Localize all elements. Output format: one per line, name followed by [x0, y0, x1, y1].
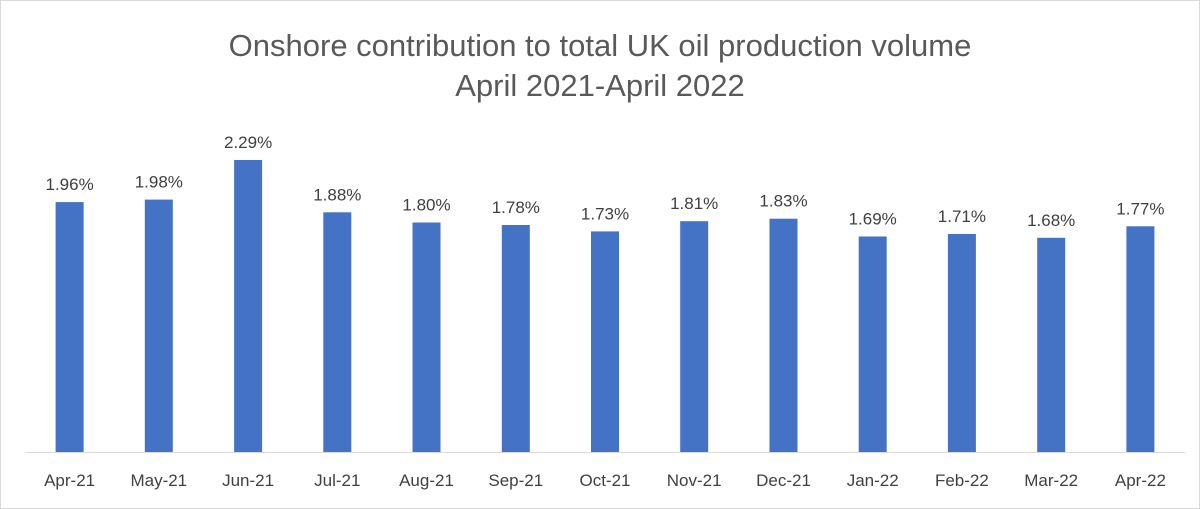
- bar-jul-21: [323, 212, 352, 452]
- chart-title-block: Onshore contribution to total UK oil pro…: [0, 26, 1200, 106]
- bar-feb-22: [947, 234, 976, 452]
- data-label-sep-21: 1.78%: [492, 198, 540, 217]
- x-tick-sep-21: Sep-21: [488, 471, 543, 490]
- bar-jan-22: [858, 236, 887, 452]
- chart-title: Onshore contribution to total UK oil pro…: [228, 28, 972, 63]
- x-tick-apr-22: Apr-22: [1115, 471, 1166, 490]
- x-tick-jul-21: Jul-21: [314, 471, 360, 490]
- chart-subtitle: April 2021-April 2022: [455, 68, 745, 103]
- data-label-apr-21: 1.96%: [45, 175, 93, 194]
- x-tick-feb-22: Feb-22: [935, 471, 989, 490]
- bar-sep-21: [501, 225, 530, 452]
- data-label-jul-21: 1.88%: [313, 185, 361, 204]
- bar-jun-21: [234, 160, 263, 452]
- bar-dec-21: [769, 218, 798, 452]
- bar-mar-22: [1037, 237, 1066, 452]
- bar-apr-22: [1126, 226, 1155, 452]
- data-label-may-21: 1.98%: [135, 173, 183, 192]
- data-labels-layer: 1.96% 1.98% 2.29% 1.88% 1.80% 1.78% 1.73% 1.81%…: [45, 133, 1164, 230]
- x-tick-mar-22: Mar-22: [1024, 471, 1078, 490]
- x-tick-layer: Apr-21 May-21 Jun-21 Jul-21 Aug-21 Sep-21 Oct-…: [44, 471, 1166, 490]
- bar-nov-21: [680, 221, 709, 452]
- x-tick-aug-21: Aug-21: [399, 471, 454, 490]
- bars-layer: [55, 160, 1155, 452]
- data-label-jan-22: 1.69%: [849, 210, 897, 229]
- bar-may-21: [144, 199, 173, 452]
- bar-oct-21: [591, 231, 619, 452]
- x-tick-jan-22: Jan-22: [847, 471, 899, 490]
- x-tick-may-21: May-21: [130, 471, 187, 490]
- data-label-jun-21: 2.29%: [224, 133, 272, 152]
- x-tick-apr-21: Apr-21: [44, 471, 95, 490]
- bar-apr-21: [55, 202, 84, 452]
- x-tick-oct-21: Oct-21: [579, 471, 630, 490]
- data-label-dec-21: 1.83%: [759, 192, 807, 211]
- data-label-aug-21: 1.80%: [402, 196, 450, 215]
- data-label-feb-22: 1.71%: [938, 207, 986, 226]
- data-label-apr-22: 1.77%: [1116, 199, 1164, 218]
- bar-aug-21: [412, 222, 441, 452]
- x-tick-jun-21: Jun-21: [222, 471, 274, 490]
- x-tick-dec-21: Dec-21: [756, 471, 811, 490]
- data-label-nov-21: 1.81%: [670, 194, 718, 213]
- data-label-mar-22: 1.68%: [1027, 211, 1075, 230]
- x-tick-nov-21: Nov-21: [667, 471, 722, 490]
- data-label-oct-21: 1.73%: [581, 204, 629, 223]
